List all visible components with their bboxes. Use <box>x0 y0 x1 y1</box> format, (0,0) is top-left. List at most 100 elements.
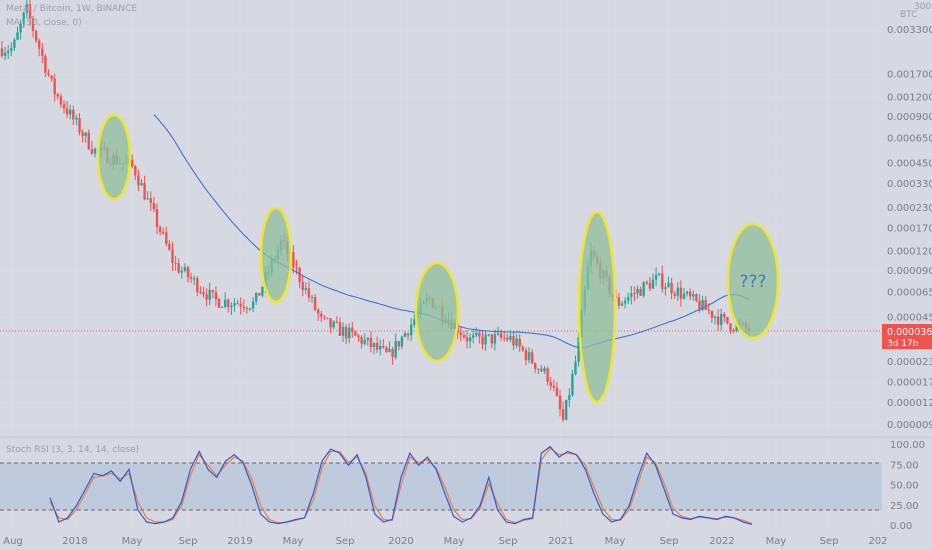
candle-body <box>217 299 221 308</box>
price-tick-label: 0.00017000 <box>887 223 932 234</box>
candle-body <box>468 337 472 342</box>
candle-body <box>338 322 342 336</box>
candle-body <box>726 316 729 324</box>
candle-body <box>679 287 683 299</box>
candle-body <box>636 288 639 294</box>
candle-body <box>509 335 512 340</box>
candle-body <box>527 352 531 361</box>
candle-body <box>65 108 69 115</box>
candle-body <box>155 209 159 227</box>
candle-body <box>704 300 707 310</box>
candle-body <box>140 183 143 186</box>
candle-body <box>685 291 689 294</box>
candle-body <box>189 277 193 280</box>
time-tick-label: 2022 <box>709 536 734 547</box>
question-annotation: ??? <box>739 272 766 292</box>
price-tick-label: 0.00023000 <box>887 203 932 214</box>
candle-body <box>729 323 732 330</box>
stoch-axis[interactable]: 100.00 75.00 50.00 25.00 0.00 <box>890 440 925 532</box>
candle-body <box>10 47 13 52</box>
candle-body <box>506 337 509 340</box>
candle-body <box>723 314 726 317</box>
price-tag-countdown: 3d 17h <box>887 339 918 349</box>
candle-body <box>205 294 208 300</box>
highlight-ellipses <box>96 113 780 404</box>
candle-body <box>732 329 735 331</box>
highlight-ellipse <box>96 113 132 201</box>
price-tick-label: 0.00009000 <box>887 266 932 277</box>
candle-body <box>171 249 174 263</box>
candle-body <box>475 332 478 336</box>
candle-body <box>202 292 205 295</box>
candle-body <box>720 314 723 325</box>
candle-body <box>248 308 252 310</box>
price-tick-label: 0.00006500 <box>887 288 932 299</box>
candle-body <box>344 326 348 339</box>
candle-body <box>682 293 686 299</box>
highlight-ellipse <box>726 222 780 340</box>
candle-body <box>351 327 354 332</box>
candle-body <box>369 337 373 348</box>
candle-body <box>143 183 146 200</box>
candle-body <box>183 267 187 271</box>
candle-body <box>16 32 19 40</box>
candle-body <box>304 288 307 290</box>
candle-body <box>561 409 565 420</box>
candle-body <box>366 337 369 340</box>
price-tick-label: 0.00045000 <box>887 158 932 169</box>
candle-body <box>258 292 261 296</box>
candle-body <box>3 52 7 56</box>
candle-body <box>459 332 462 335</box>
candle-body <box>530 352 534 364</box>
time-tick-label: May <box>444 536 465 547</box>
candle-body <box>633 293 636 295</box>
candle-body <box>313 297 317 310</box>
time-tick-label: May <box>283 536 304 547</box>
candle-body <box>137 175 140 186</box>
candle-body <box>174 262 177 264</box>
time-tick-label: May <box>122 536 143 547</box>
time-tick-label: Aug <box>3 536 23 547</box>
time-tick-label: Sep <box>499 536 518 547</box>
candle-body <box>41 48 44 57</box>
candle-body <box>31 18 35 31</box>
time-tick-label: Sep <box>660 536 679 547</box>
candle-body <box>639 288 642 296</box>
candle-body <box>400 336 404 347</box>
stoch-band <box>0 463 882 510</box>
candle-body <box>193 278 196 280</box>
candle-body <box>75 117 78 120</box>
price-tick-label: 0.00065000 <box>887 134 932 145</box>
candle-body <box>69 109 72 115</box>
candle-body <box>676 287 679 296</box>
candle-body <box>651 279 655 289</box>
candle-body <box>503 337 506 339</box>
time-tick-label: 2019 <box>227 536 252 547</box>
candle-body <box>487 334 490 336</box>
candle-body <box>332 321 335 328</box>
candle-body <box>149 198 152 203</box>
candle-body <box>490 334 493 344</box>
candle-body <box>158 226 162 233</box>
candle-body <box>406 333 410 336</box>
time-axis[interactable]: Aug 2018 May Sep 2019 May Sep 2020 May Sep 2021 May… <box>3 536 887 547</box>
candle-body <box>298 268 301 283</box>
candle-body <box>25 4 28 13</box>
candle-body <box>310 297 314 299</box>
candle-body <box>7 51 10 53</box>
candle-body <box>518 338 521 347</box>
candle-body <box>34 30 38 41</box>
candle-body <box>354 331 357 336</box>
highlight-ellipse <box>577 210 617 404</box>
price-axis[interactable]: 0.00330000 0.00170000 0.00120000 0.00090000… <box>887 25 932 431</box>
candle-body <box>620 303 624 306</box>
currency-top-label: 300 <box>914 2 931 12</box>
candle-body <box>196 278 199 292</box>
candle-body <box>357 335 360 337</box>
currency-label: BTC <box>900 10 917 20</box>
candle-body <box>521 346 524 351</box>
candle-body <box>630 293 633 297</box>
candle-body <box>53 78 56 95</box>
candle-body <box>372 343 376 348</box>
